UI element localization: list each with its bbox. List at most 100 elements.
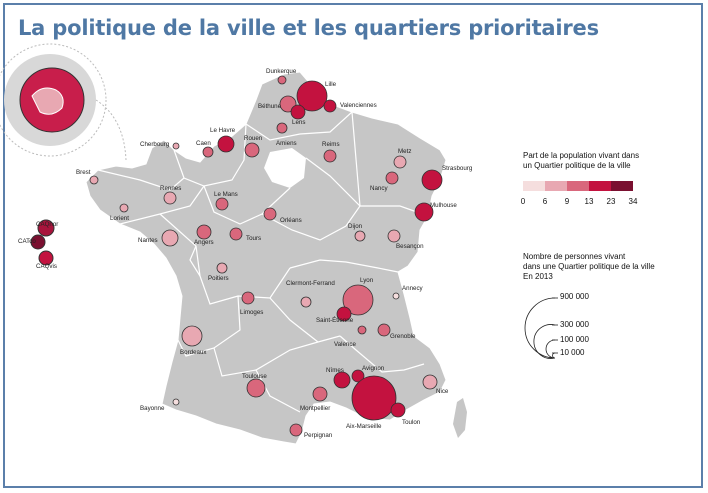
label-annecy: Annecy [402, 285, 424, 292]
paris-inset [0, 43, 127, 161]
circle-lens [290, 104, 306, 120]
circle-lyon [342, 284, 374, 316]
circle-nancy [385, 171, 399, 185]
label-lyon: Lyon [360, 277, 374, 284]
circle-rennes [163, 191, 177, 205]
size-ring-100000 [545, 339, 556, 359]
circle-nantes [161, 229, 179, 247]
label-toulon: Toulon [402, 419, 421, 426]
circle-avignon [351, 369, 365, 383]
circle-grenoble [377, 323, 391, 337]
map-title: La politique de la ville et les quartier… [18, 16, 599, 40]
color-break-label-2: 9 [564, 197, 570, 206]
label-nancy: Nancy [370, 185, 388, 192]
circle-besancon [387, 229, 401, 243]
color-swatch-0 [523, 181, 545, 191]
label-reims: Reims [322, 141, 340, 148]
size-label-900000: 900 000 [560, 292, 589, 301]
label-rouen: Rouen [244, 135, 263, 142]
circle-lorient [119, 203, 129, 213]
circle-strasbourg [421, 169, 443, 191]
circle-le-havre [217, 135, 235, 153]
circle-aix-marseille [351, 375, 397, 421]
size-label-10000: 10 000 [560, 348, 585, 357]
size-ring-10000 [552, 352, 556, 359]
label-orleans: Orléans [280, 217, 302, 224]
circle-orleans [263, 207, 277, 221]
label-strasbourg: Strasbourg [442, 165, 473, 172]
label-nice: Nice [436, 388, 449, 395]
overseas-insets [30, 219, 55, 266]
circle-cherbourg [172, 142, 180, 150]
color-legend-title-2: un Quartier politique de la ville [523, 161, 631, 170]
circle-toulon [390, 402, 406, 418]
color-legend-title-1: Part de la population vivant dans [523, 151, 640, 160]
circle-valenciennes [323, 99, 337, 113]
label-metz: Metz [398, 148, 411, 155]
label-le-havre: Le Havre [210, 127, 236, 134]
label-saint-etienne: Saint-Étienne [316, 317, 354, 324]
color-break-label-5: 34 [628, 197, 638, 206]
size-ring-300000 [533, 324, 556, 359]
label-toulouse: Toulouse [242, 373, 267, 380]
label-valence: Valence [334, 341, 356, 348]
color-break-label-3: 13 [584, 197, 594, 206]
circle-le-mans [215, 197, 229, 211]
label-grenoble: Grenoble [390, 333, 416, 340]
label-besancon: Besançon [396, 243, 424, 250]
color-break-label-4: 23 [606, 197, 616, 206]
label-ca-tco: CATco [18, 238, 36, 245]
color-swatch-1 [545, 181, 567, 191]
size-ring-900000 [524, 297, 556, 359]
circle-tours [229, 227, 243, 241]
label-angers: Angers [194, 239, 214, 246]
circle-limoges [241, 291, 255, 305]
label-ca-qvis: CAQvis [36, 263, 57, 270]
color-break-label-0: 0 [520, 197, 526, 206]
circle-nice [422, 374, 438, 390]
label-tours: Tours [246, 235, 261, 242]
label-dunkerque: Dunkerque [266, 68, 297, 75]
circle-dunkerque [277, 75, 287, 85]
circle-amiens [276, 122, 288, 134]
label-perpignan: Perpignan [304, 432, 333, 439]
circle-rouen [244, 142, 260, 158]
label-valenciennes: Valenciennes [340, 102, 377, 109]
region-boundaries [97, 111, 429, 413]
circle-valence [357, 325, 367, 335]
label-bayonne: Bayonne [140, 405, 165, 412]
label-lorient: Lorient [110, 215, 129, 222]
label-montpellier: Montpellier [300, 405, 330, 412]
ile-de-france-hole [264, 148, 306, 188]
size-legend-title-2: dans une Quartier politique de la ville [523, 262, 655, 271]
label-clermont-ferrand-1: Clermont-Ferrand [286, 280, 335, 287]
label-bethune: Béthune [258, 103, 282, 110]
label-aix-marseille: Aix-Marseille [346, 423, 382, 430]
label-avignon: Avignon [362, 365, 385, 372]
circle-metz [393, 155, 407, 169]
circle-bayonne [172, 398, 180, 406]
circle-angers [196, 224, 212, 240]
label-limoges: Limoges [240, 309, 263, 316]
circle-saint-etienne [336, 306, 352, 322]
color-swatch-4 [611, 181, 633, 191]
circle-reims [323, 149, 337, 163]
corsica [453, 398, 467, 438]
circle-bordeaux [181, 325, 203, 347]
color-swatch-3 [589, 181, 611, 191]
label-ca-qnor: CAQnor [36, 221, 58, 228]
circle-brest [89, 175, 99, 185]
circle-caen [202, 146, 214, 158]
label-le-mans: Le Mans [214, 191, 238, 198]
label-caen: Caen [196, 140, 211, 147]
size-legend-title-1: Nombre de personnes vivant [523, 252, 626, 261]
label-mulhouse: Mulhouse [430, 202, 457, 209]
circle-annecy [392, 292, 400, 300]
circle-poitiers [216, 262, 228, 274]
circle-mulhouse [414, 202, 434, 222]
label-nantes: Nantes [138, 237, 158, 244]
label-bordeaux: Bordeaux [180, 349, 207, 356]
circle-perpignan [289, 423, 303, 437]
label-poitiers: Poitiers [208, 275, 229, 282]
